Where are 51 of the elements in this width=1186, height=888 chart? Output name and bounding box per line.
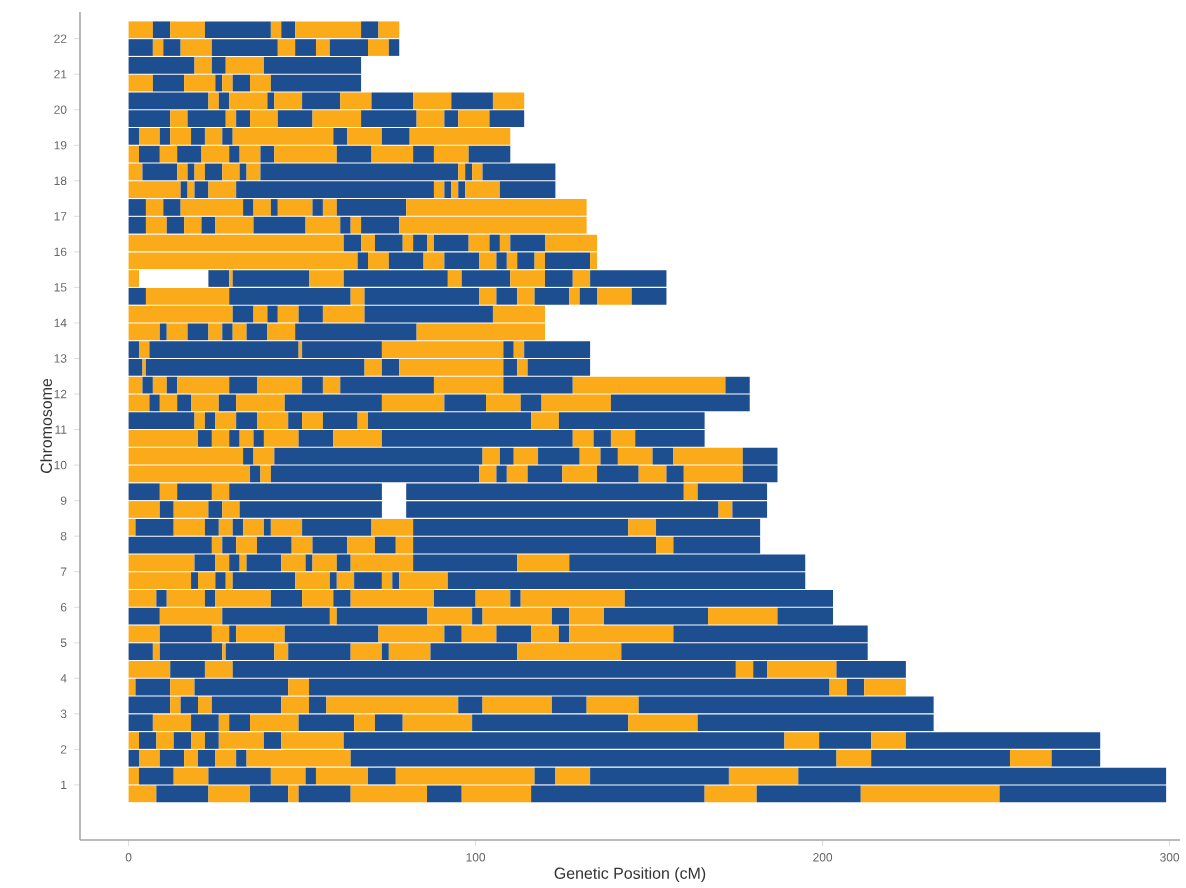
bar [597,287,632,305]
bar [128,749,139,767]
bar [197,696,212,714]
bar [138,128,160,145]
bar [322,376,341,394]
bar [204,590,216,607]
bar [708,607,778,625]
bar [517,554,570,572]
bar [232,323,247,341]
bar [201,216,216,234]
bar [388,39,400,56]
bar [628,518,657,536]
bar [555,767,591,785]
bar [492,92,525,110]
bar [128,732,139,749]
bar [364,359,382,376]
bar [458,181,466,199]
bar [263,732,282,749]
bar [656,536,674,554]
bar [128,74,153,92]
bar [236,110,251,127]
bar [718,501,733,518]
bar [253,305,268,323]
bar [180,181,188,199]
bar [392,572,400,589]
bar [350,216,362,234]
bar [374,536,396,554]
bar [232,74,251,92]
bar [1009,749,1052,767]
bar [253,199,271,216]
bar [152,39,164,56]
bar [860,785,1000,803]
bar [215,572,226,589]
bar [735,661,754,678]
bar [128,21,153,39]
bar [482,696,552,714]
bar [128,483,160,501]
bar [128,287,146,305]
bar [305,554,313,572]
bar [447,270,462,287]
bar [302,412,323,430]
bar [208,270,230,287]
bar [128,643,153,661]
bar [354,572,382,589]
bar [281,21,296,39]
bar [864,678,906,696]
bar [871,732,906,749]
bar [784,732,820,749]
bar [208,785,251,803]
bar [427,785,462,803]
bar [836,749,872,767]
